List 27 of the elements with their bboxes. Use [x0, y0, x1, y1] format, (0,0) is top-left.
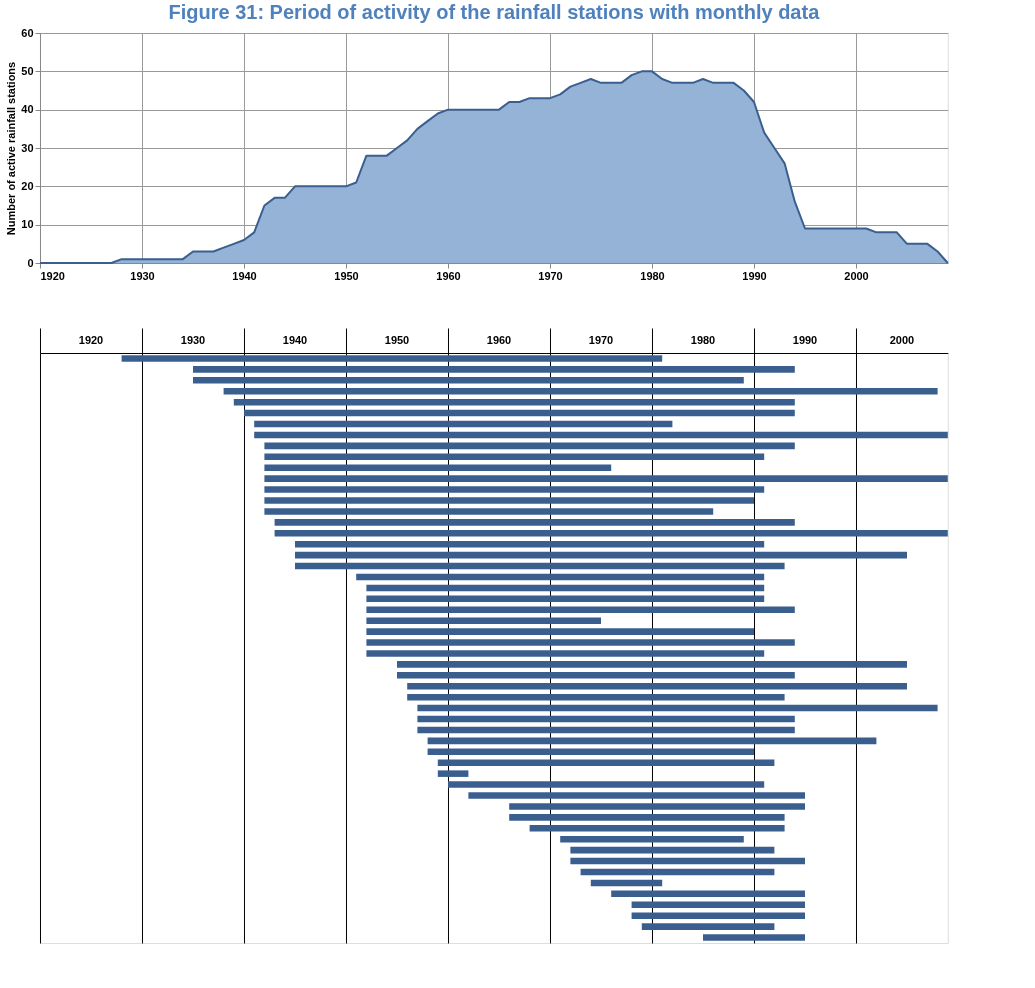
text: 1940 [282, 334, 308, 346]
x-tick-label: 1960 [436, 269, 461, 282]
x-tick-label: 1970 [538, 269, 563, 282]
text: 1990 [792, 334, 818, 346]
x-tick-label: 1990 [742, 269, 767, 282]
text: 1980 [690, 334, 716, 346]
text: 1950 [384, 334, 410, 346]
y-tick-label: 20 [21, 179, 34, 192]
x-tick-label: 1920 [40, 269, 65, 282]
x-tick-label: 1950 [334, 269, 359, 282]
x-tick-label: 1940 [232, 269, 257, 282]
y-tick-label: 0 [27, 256, 34, 269]
text: 1960 [486, 334, 512, 346]
text: 1920 [78, 334, 104, 346]
y-tick-label: 30 [21, 141, 34, 154]
chart-title: Figure 31: Period of activity of the rainfall stations with monthly data [168, 1, 821, 23]
y-tick-label: 60 [21, 26, 34, 39]
x-tick-label: 1980 [640, 269, 665, 282]
y-tick-label: 40 [21, 103, 34, 116]
y-axis-title: Number of active rainfall stations [5, 61, 18, 236]
y-tick-label: 50 [21, 64, 34, 77]
y-tick-label: 10 [21, 218, 34, 231]
text: 2000 [889, 334, 915, 346]
x-tick-label: 2000 [844, 269, 869, 282]
text: 1930 [180, 334, 206, 346]
x-tick-label: 1930 [130, 269, 155, 282]
text: 1970 [588, 334, 614, 346]
